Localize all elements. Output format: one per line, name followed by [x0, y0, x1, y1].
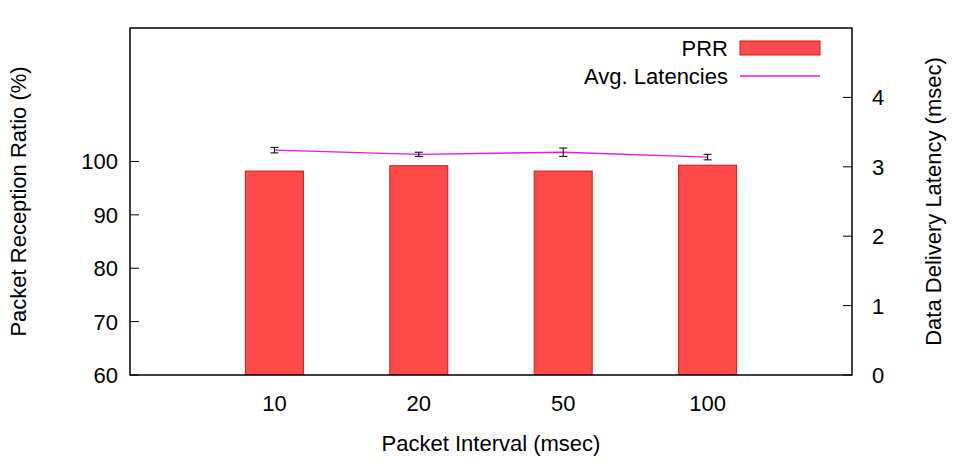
- bar: [679, 165, 737, 375]
- y2-tick-label: 0: [872, 363, 884, 388]
- y2-tick-label: 1: [872, 294, 884, 319]
- bar: [534, 171, 592, 375]
- y-tick: [130, 214, 139, 215]
- x-tick-label: 10: [262, 391, 286, 416]
- legend-swatch: [740, 75, 820, 76]
- x-tick-label: 20: [407, 391, 431, 416]
- y2-tick: [843, 236, 852, 237]
- bar: [390, 166, 448, 375]
- error-bar: [704, 154, 712, 160]
- x-tick-label: 50: [551, 391, 575, 416]
- x-axis-label: Packet Interval (msec): [382, 431, 601, 456]
- plot-frame: [130, 28, 852, 375]
- legend-swatch: [740, 41, 820, 55]
- y-tick: [130, 321, 139, 322]
- bar: [245, 171, 303, 375]
- y2-tick-label: 4: [872, 85, 884, 110]
- y2-tick: [843, 166, 852, 167]
- y-tick-label: 70: [94, 310, 118, 335]
- error-bar: [270, 147, 278, 153]
- legend-label: Avg. Latencies: [584, 64, 728, 89]
- line: [274, 150, 707, 157]
- y-tick: [130, 161, 139, 162]
- y-tick: [130, 268, 139, 269]
- y-tick-label: 90: [94, 203, 118, 228]
- error-bar: [559, 148, 567, 156]
- y2-tick: [843, 97, 852, 98]
- plot-marks: [245, 147, 736, 375]
- x-tick-label: 100: [689, 391, 726, 416]
- y-tick-label: 60: [94, 363, 118, 388]
- y-axis-label: Packet Reception Ratio (%): [6, 66, 31, 336]
- y-tick-label: 100: [81, 149, 118, 174]
- chart: 60 70 80 90 100 0 1 2 3 4 10 20 50 100 Packet Receptio…: [0, 0, 953, 464]
- legend-label: PRR: [682, 36, 728, 61]
- y2-tick-label: 3: [872, 155, 884, 180]
- y2-axis-label: Data Delivery Latency (msec): [921, 57, 946, 346]
- y2-tick-label: 2: [872, 224, 884, 249]
- y2-tick: [843, 305, 852, 306]
- error-bar: [415, 152, 423, 156]
- y-tick-label: 80: [94, 256, 118, 281]
